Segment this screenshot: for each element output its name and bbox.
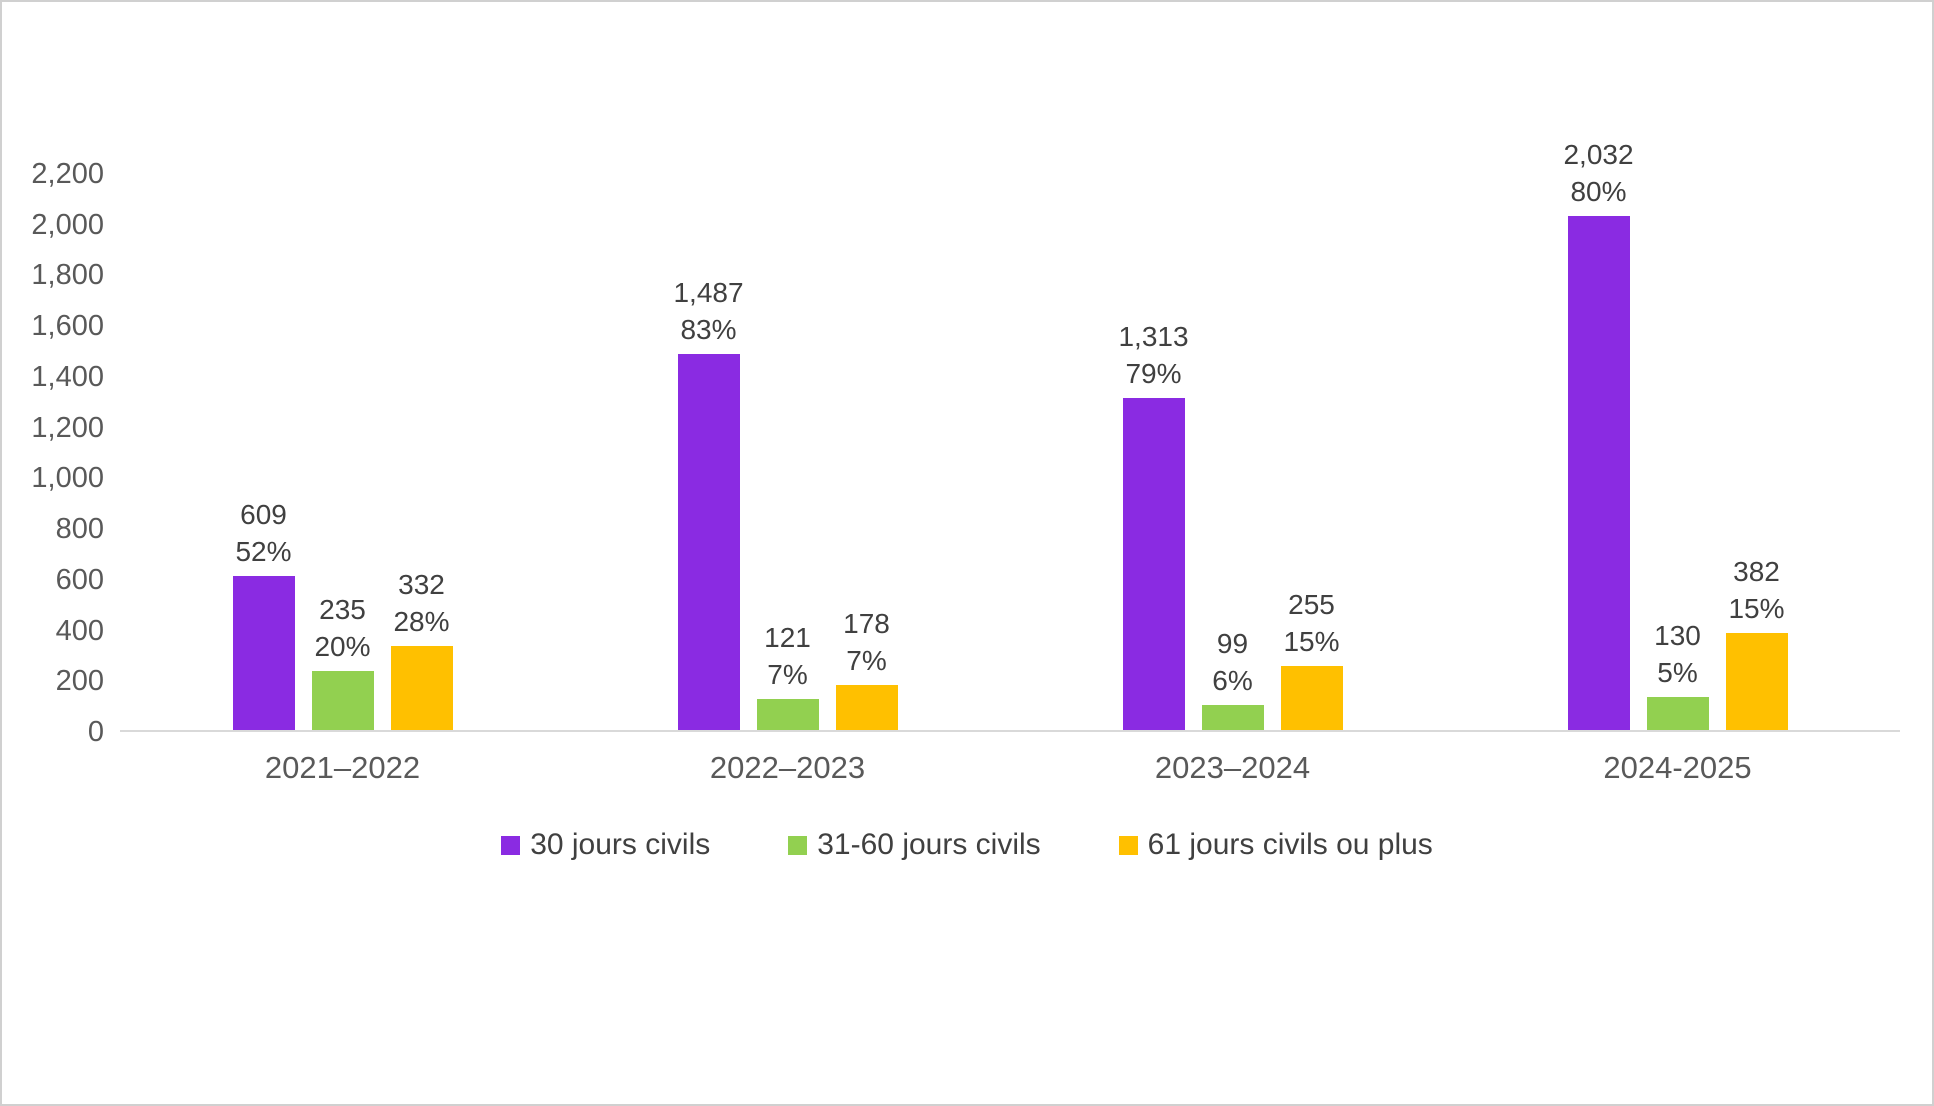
bar-percent-label: 83%	[680, 314, 737, 346]
legend-item-30-jours-civils: 30 jours civils	[501, 828, 710, 862]
bar-data-label: 1,487 83%	[673, 274, 743, 348]
y-tick-label: 1,400	[31, 360, 104, 393]
bar-30-jours-civils: 1,313 79%	[1118, 321, 1189, 730]
bar-group: 2,032 80% 130 5% 382 15%	[1455, 139, 1900, 730]
bar-data-label: 2,032 80%	[1563, 136, 1633, 210]
bar-value-label: 382	[1733, 556, 1780, 588]
category-label: 2024-2025	[1603, 750, 1752, 785]
category-label: 2021–2022	[264, 750, 421, 785]
bar-value-label: 130	[1654, 620, 1701, 652]
legend-label: 31-60 jours civils	[817, 828, 1041, 861]
bar-30-jours-civils: 2,032 80%	[1563, 139, 1634, 730]
bar-percent-label: 52%	[235, 536, 292, 568]
bar-31-60-jours-civils: 130 5%	[1646, 620, 1709, 730]
bar-value-label: 255	[1288, 588, 1335, 620]
y-tick-label: 2,200	[31, 158, 104, 190]
bar-data-label: 99 6%	[1212, 625, 1252, 699]
bar-group: 1,487 83% 121 7% 178 7%	[565, 174, 1010, 730]
bar-61-jours-civils-ou-plus: 255 15%	[1280, 589, 1343, 730]
bar-31-60-jours-civils: 99 6%	[1201, 628, 1264, 730]
category-label: 2022–2023	[709, 750, 866, 785]
bar-data-label: 235 20%	[314, 591, 370, 665]
bar-30-jours-civils: 1,487 83%	[673, 277, 744, 730]
y-tick-label: 400	[55, 614, 104, 647]
y-tick-label: 600	[55, 563, 104, 596]
y-tick-label: 1,800	[31, 259, 104, 292]
bar-31-60-jours-civils: 235 20%	[311, 594, 374, 730]
bar-data-label: 609 52%	[235, 496, 291, 570]
bar-percent-label: 80%	[1570, 176, 1627, 208]
y-tick-label: 200	[55, 665, 104, 698]
bar-data-label: 121 7%	[764, 619, 811, 693]
bar-value-label: 609	[240, 499, 287, 531]
y-tick-label: 800	[55, 513, 104, 546]
legend-item-31-60-jours-civils: 31-60 jours civils	[788, 828, 1041, 862]
bar-data-label: 1,313 79%	[1118, 318, 1188, 392]
legend-label: 61 jours civils ou plus	[1147, 828, 1433, 861]
bar-value-label: 99	[1216, 627, 1249, 659]
y-tick-label: 2,000	[31, 208, 104, 241]
bar-61-jours-civils-ou-plus: 382 15%	[1725, 556, 1788, 730]
bar-percent-label: 15%	[1283, 625, 1340, 657]
legend-swatch-icon	[501, 835, 521, 855]
y-tick-label: 1,000	[31, 462, 104, 495]
legend: 30 jours civils 31-60 jours civils 61 jour…	[2, 828, 1932, 862]
category-label: 2023–2024	[1154, 750, 1311, 785]
bar-30-jours-civils: 609 52%	[232, 499, 295, 730]
bar-value-label: 2,032	[1563, 139, 1634, 171]
bar-61-jours-civils-ou-plus: 178 7%	[835, 608, 898, 730]
bar-percent-label: 15%	[1728, 593, 1785, 625]
legend-item-61-jours-civils-ou-plus: 61 jours civils ou plus	[1118, 828, 1433, 862]
bar-31-60-jours-civils: 121 7%	[756, 622, 819, 730]
x-axis-labels: 2021–2022 2022–2023 2023–2024 2024-2025	[120, 750, 1900, 786]
bar-percent-label: 28%	[393, 606, 450, 638]
bar-value-label: 332	[398, 569, 445, 601]
bar-percent-label: 5%	[1657, 657, 1698, 689]
plot-area: 609 52% 235 20% 332 28% 1,487 83% 121 7% 178 7% 1,31…	[120, 139, 1900, 732]
bar-group: 609 52% 235 20% 332 28%	[120, 174, 565, 730]
bar-percent-label: 7%	[846, 645, 887, 677]
bar-data-label: 130 5%	[1654, 617, 1701, 691]
y-tick-label: 1,200	[31, 411, 104, 444]
bar-value-label: 1,487	[673, 277, 744, 309]
bar-value-label: 235	[319, 593, 366, 625]
legend-swatch-icon	[788, 835, 808, 855]
bar-61-jours-civils-ou-plus: 332 28%	[390, 569, 453, 730]
bar-value-label: 178	[843, 608, 890, 640]
bar-value-label: 1,313	[1118, 321, 1189, 353]
legend-label: 30 jours civils	[530, 828, 711, 861]
bar-percent-label: 6%	[1212, 664, 1253, 696]
y-tick-label: 0	[87, 716, 104, 748]
bar-percent-label: 7%	[767, 659, 808, 691]
bar-percent-label: 79%	[1125, 358, 1182, 390]
bar-group: 1,313 79% 99 6% 255 15%	[1010, 174, 1455, 730]
bar-data-label: 255 15%	[1283, 586, 1339, 660]
bar-data-label: 178 7%	[843, 605, 890, 679]
y-tick-label: 1,600	[31, 310, 104, 343]
y-axis: 0 200 400 600 800 1,000 1,200 1,400 1,600 1,800 2,…	[2, 159, 108, 747]
bar-value-label: 121	[764, 622, 811, 654]
legend-swatch-icon	[1118, 835, 1138, 855]
bar-data-label: 382 15%	[1728, 553, 1784, 627]
bar-data-label: 332 28%	[393, 566, 449, 640]
bar-percent-label: 20%	[314, 630, 371, 662]
